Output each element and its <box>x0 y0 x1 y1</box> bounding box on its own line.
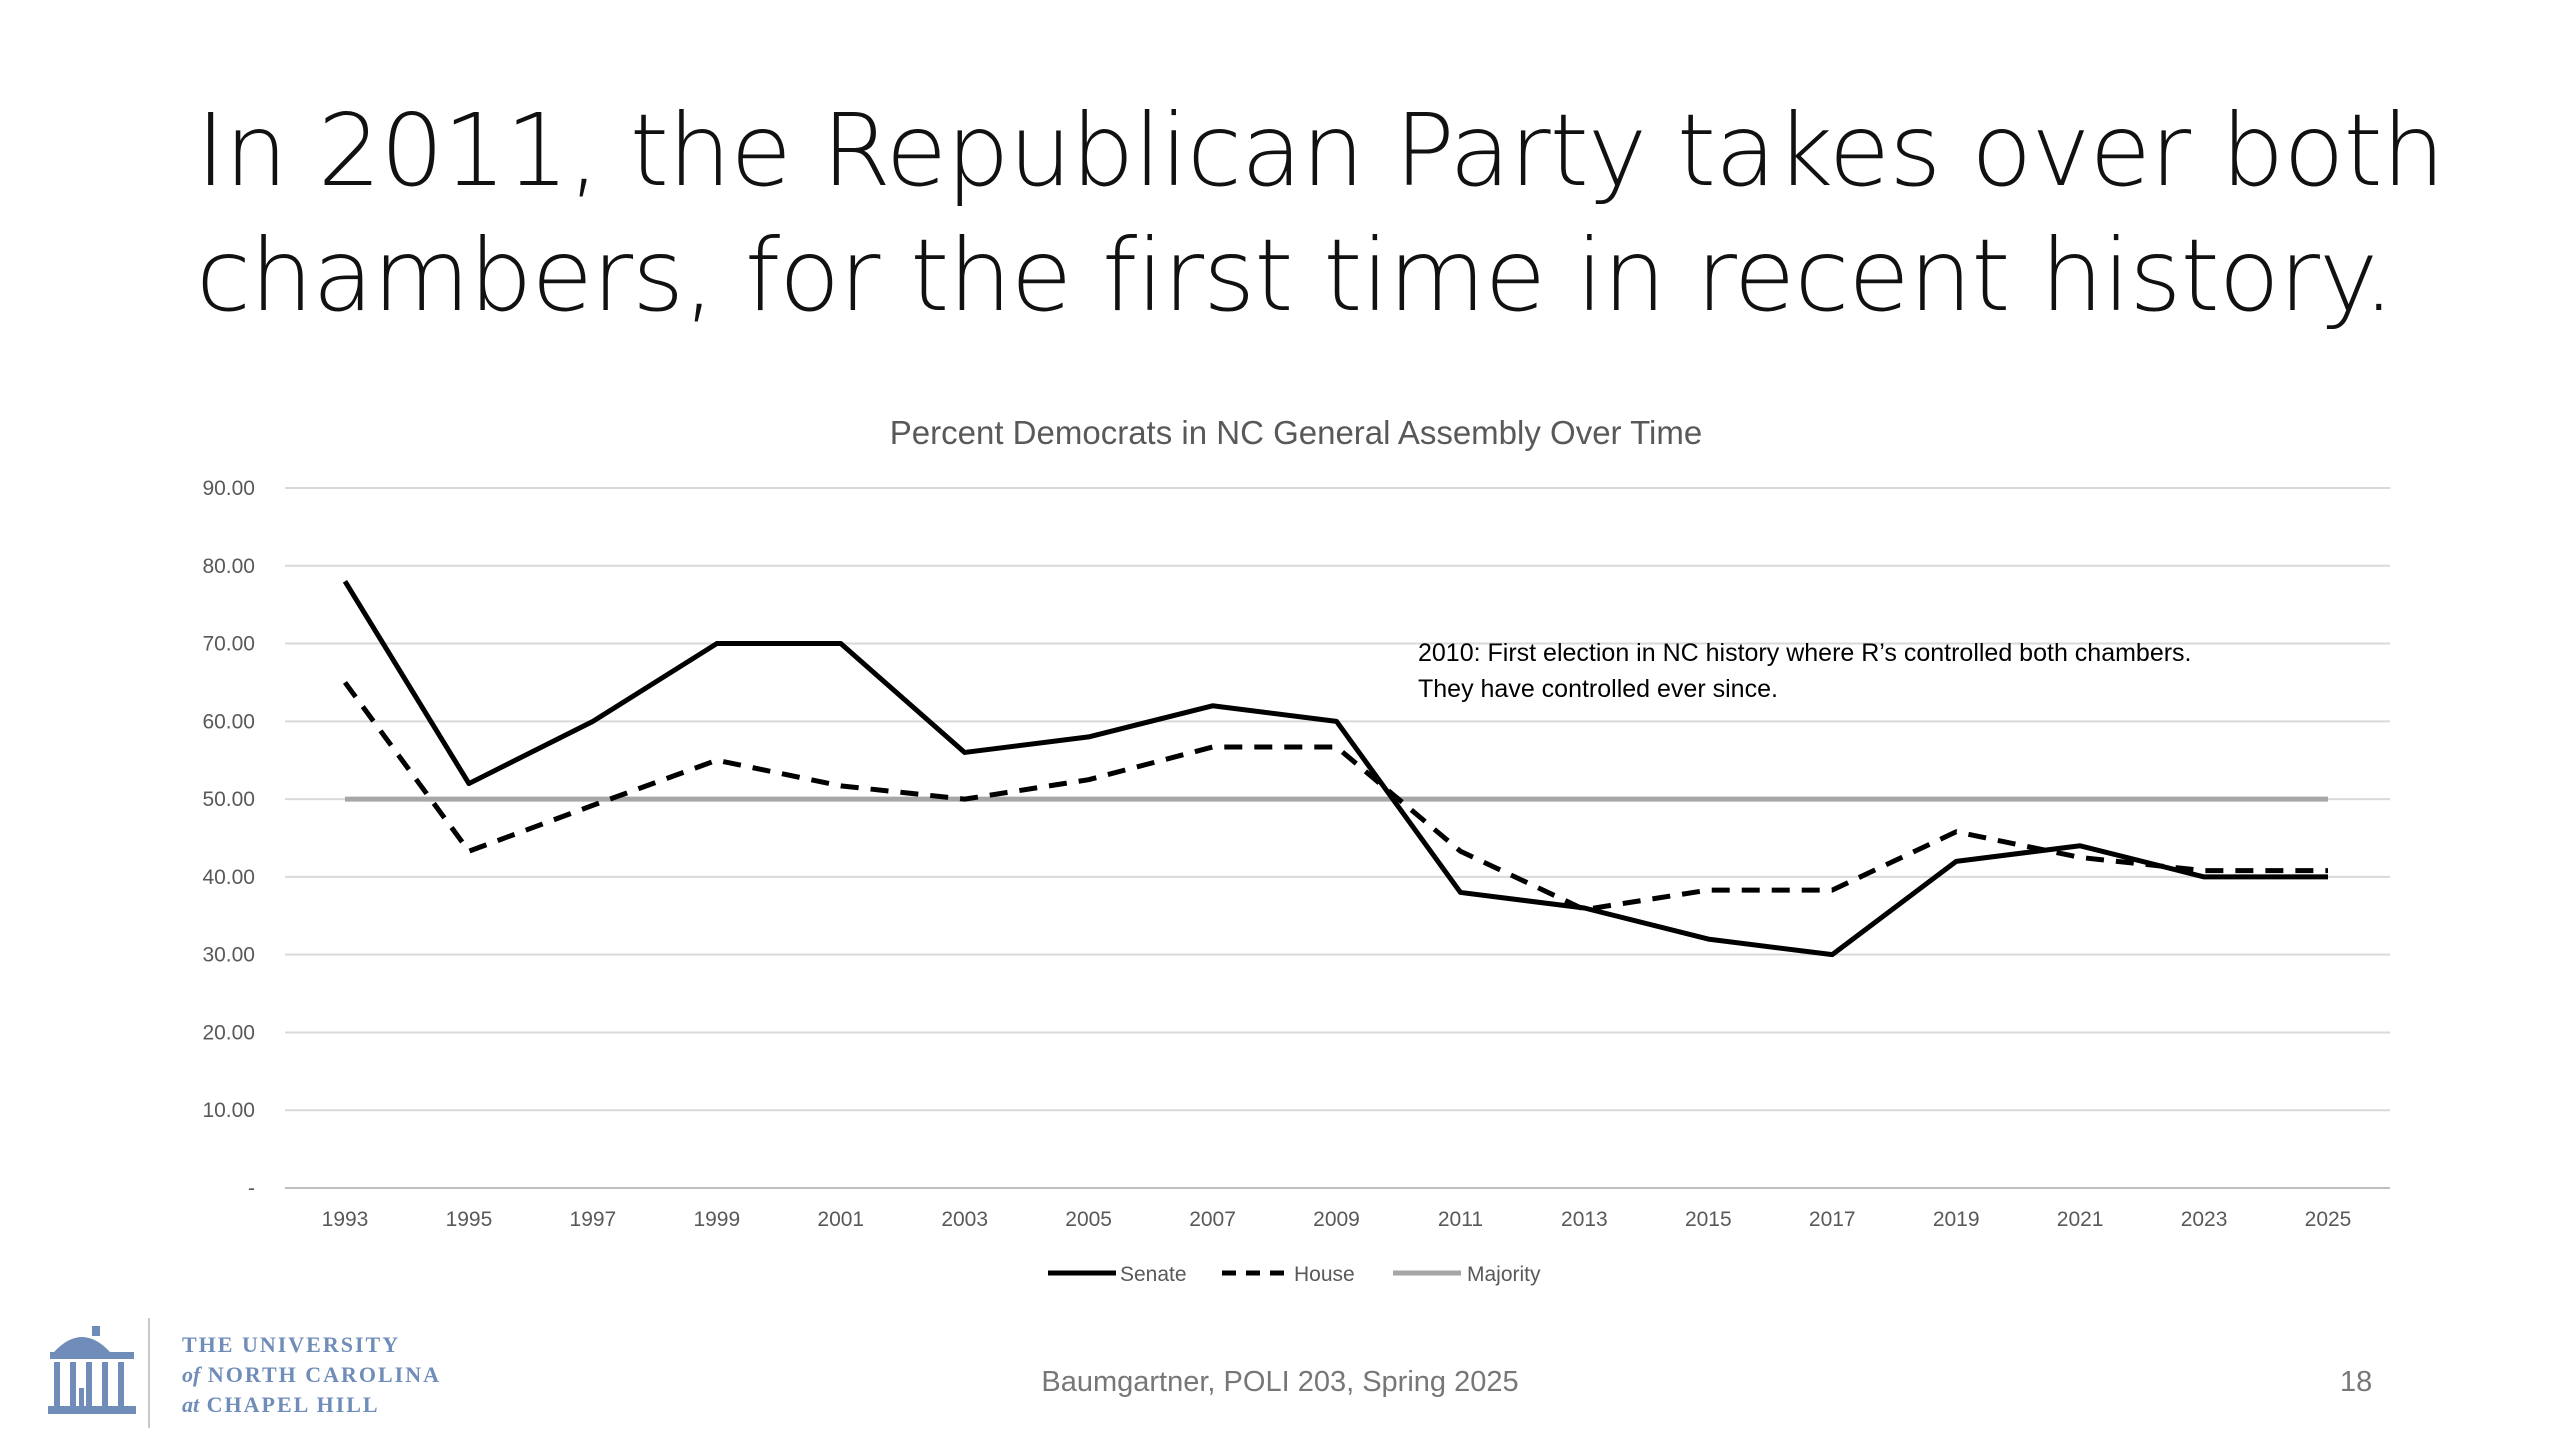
logo-line-2-prefix: of <box>182 1362 201 1387</box>
y-tick-label: 20.00 <box>202 1021 255 1044</box>
x-tick-label: 2001 <box>817 1208 864 1231</box>
x-tick-label: 2011 <box>1438 1208 1483 1231</box>
x-tick-label: 1999 <box>693 1208 740 1231</box>
x-tick-label: 2009 <box>1313 1208 1360 1231</box>
series-line-senate <box>342 580 2328 958</box>
x-tick-label: 2019 <box>1933 1208 1980 1231</box>
logo-line-3: at CHAPEL HILL <box>182 1390 441 1420</box>
y-tick-label: 80.00 <box>202 555 255 578</box>
x-tick-label: 2007 <box>1189 1208 1236 1231</box>
x-tick-label: 1993 <box>322 1208 369 1231</box>
y-tick-label: 30.00 <box>202 944 255 967</box>
x-tick-label: 2015 <box>1685 1208 1732 1231</box>
logo-line-3-prefix: at <box>182 1392 200 1417</box>
y-tick-label: 40.00 <box>202 866 255 889</box>
slide-number: 18 <box>2340 1366 2373 1398</box>
legend-label-senate: Senate <box>1120 1263 1187 1286</box>
chart-annotation-line: 2010: First election in NC history where… <box>1418 639 2192 667</box>
chart-title: Percent Democrats in NC General Assembly… <box>890 414 1702 451</box>
y-tick-label: 50.00 <box>202 788 255 811</box>
series-line-house <box>342 680 2328 913</box>
chart-annotation-line: They have controlled ever since. <box>1418 675 1778 703</box>
y-tick-label: 10.00 <box>202 1099 255 1122</box>
footer-text: Baumgartner, POLI 203, Spring 2025 <box>1041 1366 1519 1398</box>
y-tick-label: 90.00 <box>202 477 255 500</box>
y-tick-label: 60.00 <box>202 710 255 733</box>
logo-line-2-rest: NORTH CAROLINA <box>207 1362 442 1387</box>
slide-title-line-2: chambers, for the first time in recent h… <box>196 217 2395 334</box>
logo-line-3-rest: CHAPEL HILL <box>206 1392 380 1417</box>
y-tick-label: - <box>248 1177 255 1200</box>
legend-label-majority: Majority <box>1467 1263 1541 1286</box>
x-tick-label: 2025 <box>2305 1208 2352 1231</box>
logo-divider <box>148 1318 150 1428</box>
x-tick-label: 1995 <box>446 1208 493 1231</box>
y-tick-label: 70.00 <box>202 633 255 656</box>
old-well-icon <box>48 1326 136 1414</box>
university-logo-text: THE UNIVERSITY of NORTH CAROLINA at CHAP… <box>182 1330 441 1420</box>
x-tick-label: 2023 <box>2181 1208 2228 1231</box>
slide-title-line-1: In 2011, the Republican Party takes over… <box>196 92 2445 209</box>
logo-line-1: THE UNIVERSITY <box>182 1332 401 1357</box>
x-tick-label: 2017 <box>1809 1208 1856 1231</box>
x-tick-label: 1997 <box>570 1208 617 1231</box>
x-tick-label: 2005 <box>1065 1208 1112 1231</box>
x-tick-label: 2003 <box>941 1208 988 1231</box>
line-chart: Percent Democrats in NC General Assembly… <box>202 414 2390 1286</box>
slide-title: In 2011, the Republican Party takes over… <box>196 88 2476 338</box>
x-tick-label: 2021 <box>2057 1208 2104 1231</box>
legend-label-house: House <box>1294 1263 1355 1286</box>
x-tick-label: 2013 <box>1561 1208 1608 1231</box>
logo-line-2: of NORTH CAROLINA <box>182 1360 441 1390</box>
